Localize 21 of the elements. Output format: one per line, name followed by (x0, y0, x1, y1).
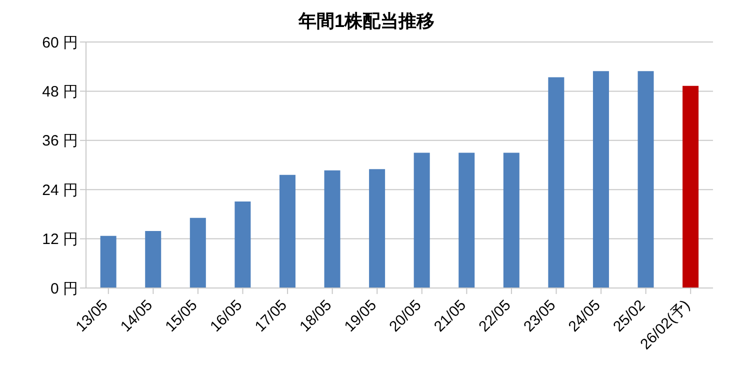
bar (234, 201, 251, 288)
y-tick-label: 0 円 (50, 280, 78, 298)
bar (279, 174, 296, 288)
bar (638, 71, 654, 288)
bar (190, 218, 206, 288)
y-tick-label: 24 円 (42, 182, 78, 199)
bar (592, 71, 609, 288)
bar (324, 170, 340, 288)
chart-title: 年間1株配当推移 (297, 10, 436, 33)
bar (100, 236, 116, 288)
bar (145, 231, 162, 288)
bar (682, 86, 699, 288)
y-tick-label: 48 円 (42, 84, 78, 101)
bar (548, 77, 564, 288)
y-tick-label: 60 円 (42, 34, 78, 52)
y-tick-label: 12 円 (42, 231, 78, 248)
bar (458, 152, 475, 288)
bar (503, 152, 520, 288)
bar (414, 152, 430, 288)
bar (369, 169, 386, 288)
y-tick-label: 36 円 (42, 132, 78, 150)
